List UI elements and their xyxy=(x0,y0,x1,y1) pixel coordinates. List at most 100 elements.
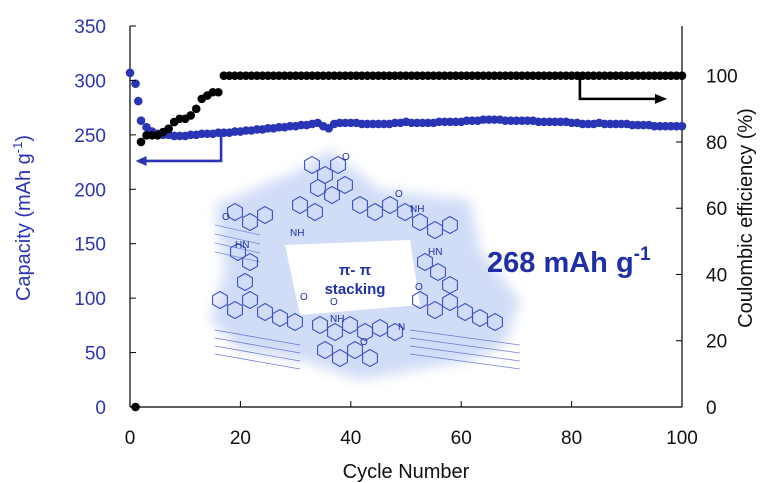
aromatic-ring xyxy=(397,202,413,222)
aromatic-ring xyxy=(227,202,243,222)
aromatic-ring xyxy=(417,252,433,272)
capacity-axis-arrow xyxy=(138,134,223,163)
stacking-layer-line xyxy=(409,337,521,354)
axis-arrows xyxy=(135,78,668,166)
capacity-series xyxy=(125,68,687,141)
stacking-layer-line xyxy=(214,353,301,370)
stacking-layer-line xyxy=(214,251,261,263)
amine-label: NH xyxy=(410,204,424,215)
left-tick-label: 200 xyxy=(74,180,106,201)
left-tick-label: 150 xyxy=(74,235,106,256)
carbonyl-label: O xyxy=(342,152,350,163)
capacity-point xyxy=(125,68,135,78)
capacity-arrowhead xyxy=(135,155,147,166)
amine-label: N xyxy=(398,322,405,333)
capacity-annotation: 268 mAh g-1 xyxy=(487,244,651,279)
stacking-layer-line xyxy=(409,353,521,370)
aromatic-ring xyxy=(347,340,363,360)
stacking-layer-line xyxy=(214,242,261,254)
right-tick-label: 20 xyxy=(706,332,727,353)
capacity-point xyxy=(136,116,146,126)
aromatic-ring xyxy=(352,195,368,215)
aromatic-ring xyxy=(337,175,353,195)
carbonyl-label: O xyxy=(222,212,230,223)
aromatic-ring xyxy=(372,318,388,338)
right-tick-label: 80 xyxy=(706,133,727,154)
right-tick-label: 0 xyxy=(706,398,717,419)
carbonyl-label: O xyxy=(415,282,423,293)
y-axis-title-left: Capacity (mAh g-1) xyxy=(10,135,35,301)
efficiency-point xyxy=(191,104,201,114)
aromatic-ring xyxy=(487,312,503,332)
aromatic-ring xyxy=(242,290,258,310)
aromatic-ring xyxy=(257,205,273,225)
efficiency-series xyxy=(131,71,687,412)
stacking-layer-line xyxy=(409,345,521,362)
stacking-layer-line xyxy=(214,345,301,362)
aromatic-ring xyxy=(312,315,328,335)
right-tick-label: 100 xyxy=(706,67,738,88)
carbonyl-label: O xyxy=(395,189,403,200)
amine-label: HN xyxy=(428,247,442,258)
molecular-structure-inset: NH NH HN HN NH N O O O O O O O xyxy=(210,150,521,380)
x-axis-ticks: 0 20 40 60 80 100 xyxy=(125,401,698,449)
x-tick-label: 100 xyxy=(666,428,698,449)
left-axis-ticks: 0 50 100 150 200 250 300 350 xyxy=(74,17,136,419)
aromatic-ring xyxy=(342,315,358,335)
efficiency-point xyxy=(164,124,173,134)
left-tick-label: 350 xyxy=(74,17,106,38)
aromatic-ring xyxy=(307,202,323,222)
x-tick-label: 0 xyxy=(125,428,136,449)
aromatic-ring xyxy=(212,290,228,310)
efficiency-point xyxy=(186,111,196,120)
right-tick-label: 40 xyxy=(706,265,727,286)
efficiency-point xyxy=(214,87,223,97)
pi-stacking-label-line2: stacking xyxy=(325,281,386,298)
pi-stacking-label-line1: π- π xyxy=(339,262,372,279)
aromatic-ring xyxy=(430,262,446,282)
carbonyl-label: O xyxy=(300,292,308,303)
y-axis-title-right: Coulombic efficiency (%) xyxy=(735,108,757,328)
aromatic-ring xyxy=(442,292,458,312)
x-tick-label: 20 xyxy=(230,428,251,449)
stacking-layer-line xyxy=(214,224,261,236)
aromatic-ring xyxy=(330,155,346,175)
aromatic-ring xyxy=(412,212,428,232)
plot-frame xyxy=(129,26,683,408)
stacking-layer-line xyxy=(214,329,301,346)
left-tick-label: 100 xyxy=(74,289,106,310)
aromatic-ring xyxy=(387,322,403,342)
efficiency-point xyxy=(136,137,146,147)
capacity-point xyxy=(131,79,140,88)
efficiency-arrowhead xyxy=(654,93,668,104)
series-layer xyxy=(125,68,687,412)
stacking-layer-line xyxy=(409,329,521,346)
aromatic-ring xyxy=(310,178,326,198)
left-tick-label: 300 xyxy=(74,71,106,92)
left-tick-label: 0 xyxy=(95,398,106,419)
aromatic-ring xyxy=(304,155,320,175)
stacking-layer-line xyxy=(214,337,301,354)
aromatic-ring xyxy=(362,348,378,368)
aromatic-ring xyxy=(317,340,333,360)
stacking-layer-line xyxy=(214,233,261,245)
aromatic-ring xyxy=(230,242,246,262)
aromatic-ring xyxy=(292,195,308,215)
amine-label: NH xyxy=(290,228,304,239)
aromatic-ring xyxy=(457,302,473,322)
efficiency-axis-arrow xyxy=(578,78,662,101)
x-axis-title: Cycle Number xyxy=(343,461,470,483)
aromatic-ring xyxy=(472,308,488,328)
right-axis-ticks: 0 20 40 60 80 100 xyxy=(676,67,738,419)
x-tick-label: 40 xyxy=(340,428,361,449)
aromatic-ring xyxy=(227,300,243,320)
left-tick-label: 250 xyxy=(74,126,106,147)
left-tick-label: 50 xyxy=(85,344,106,365)
capacity-point xyxy=(133,96,143,106)
x-tick-label: 60 xyxy=(451,428,472,449)
aromatic-ring xyxy=(442,215,458,235)
amine-label: HN xyxy=(235,240,249,251)
amine-label: NH xyxy=(330,314,344,325)
aromatic-ring xyxy=(237,272,253,292)
